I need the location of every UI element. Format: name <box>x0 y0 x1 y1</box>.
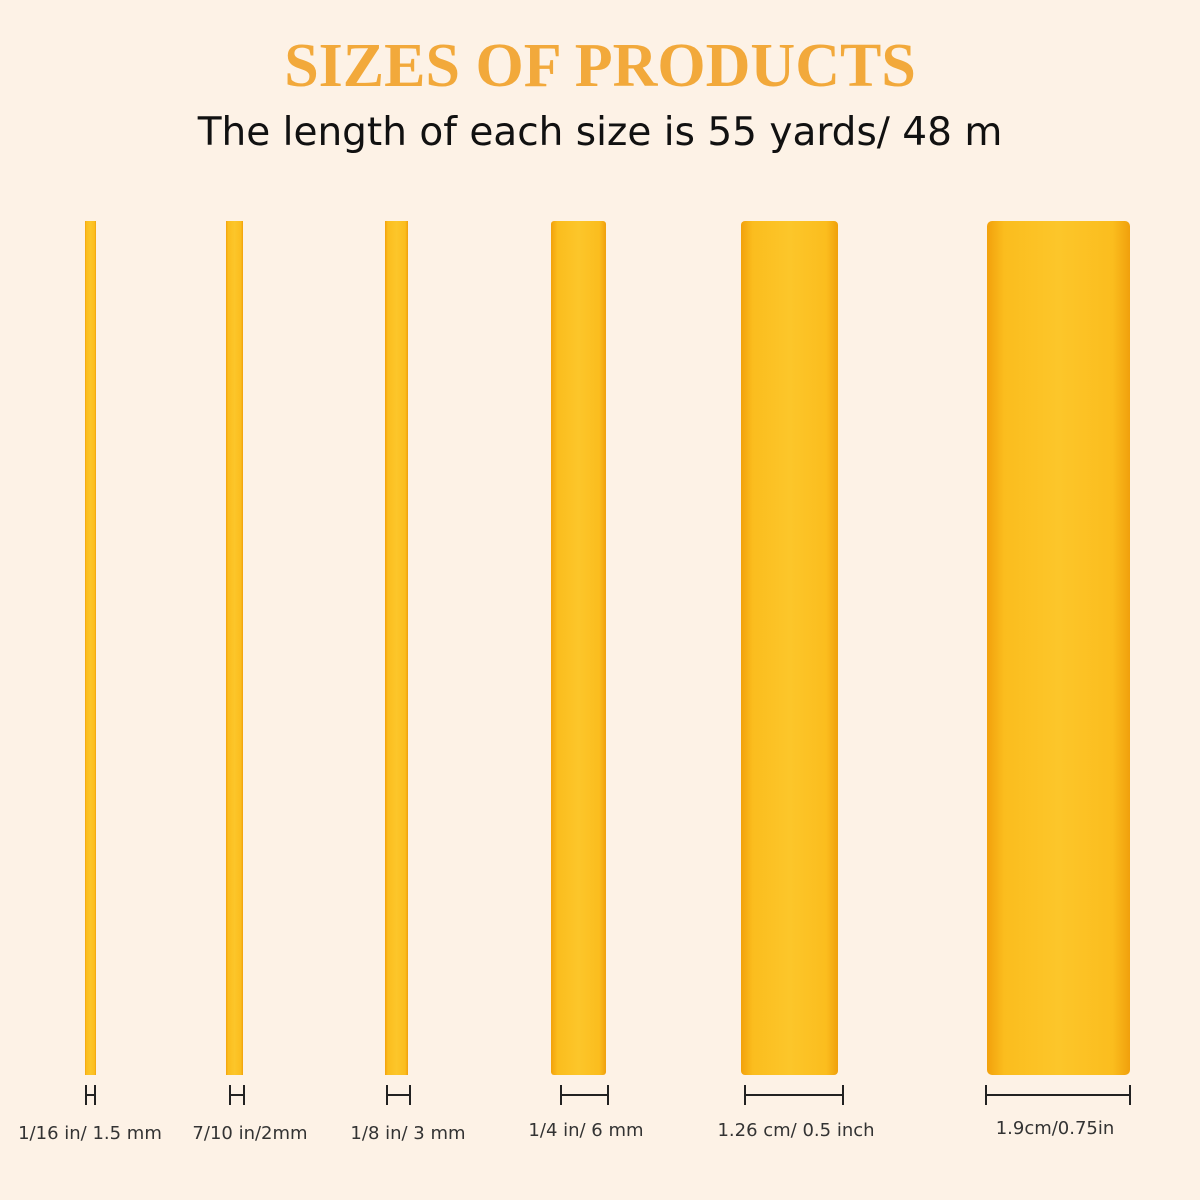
width-marker <box>985 1085 1131 1105</box>
size-label: 1.26 cm/ 0.5 inch <box>717 1120 874 1141</box>
tape-strip <box>85 221 96 1075</box>
size-label: 1/16 in/ 1.5 mm <box>18 1123 162 1144</box>
tape-strip <box>987 221 1130 1075</box>
tape-strip <box>551 221 606 1075</box>
size-label: 1/4 in/ 6 mm <box>528 1120 643 1141</box>
tapes <box>85 221 1130 1075</box>
width-marker <box>85 1085 96 1105</box>
size-label: 7/10 in/2mm <box>192 1123 307 1144</box>
subtitle: The length of each size is 55 yards/ 48 … <box>197 110 1003 155</box>
tape-strip <box>226 221 243 1075</box>
size-labels: 1/16 in/ 1.5 mm 7/10 in/2mm 1/8 in/ 3 mm… <box>18 1118 1114 1144</box>
width-marker <box>744 1085 844 1105</box>
size-label: 1/8 in/ 3 mm <box>350 1123 465 1144</box>
tape-strip <box>741 221 838 1075</box>
width-marker <box>229 1085 245 1105</box>
title: SIZES OF PRODUCTS <box>284 32 916 100</box>
size-label: 1.9cm/0.75in <box>996 1118 1115 1139</box>
width-marker <box>560 1085 609 1105</box>
width-marker <box>386 1085 411 1105</box>
width-markers <box>85 1085 1131 1105</box>
tape-strip <box>385 221 408 1075</box>
